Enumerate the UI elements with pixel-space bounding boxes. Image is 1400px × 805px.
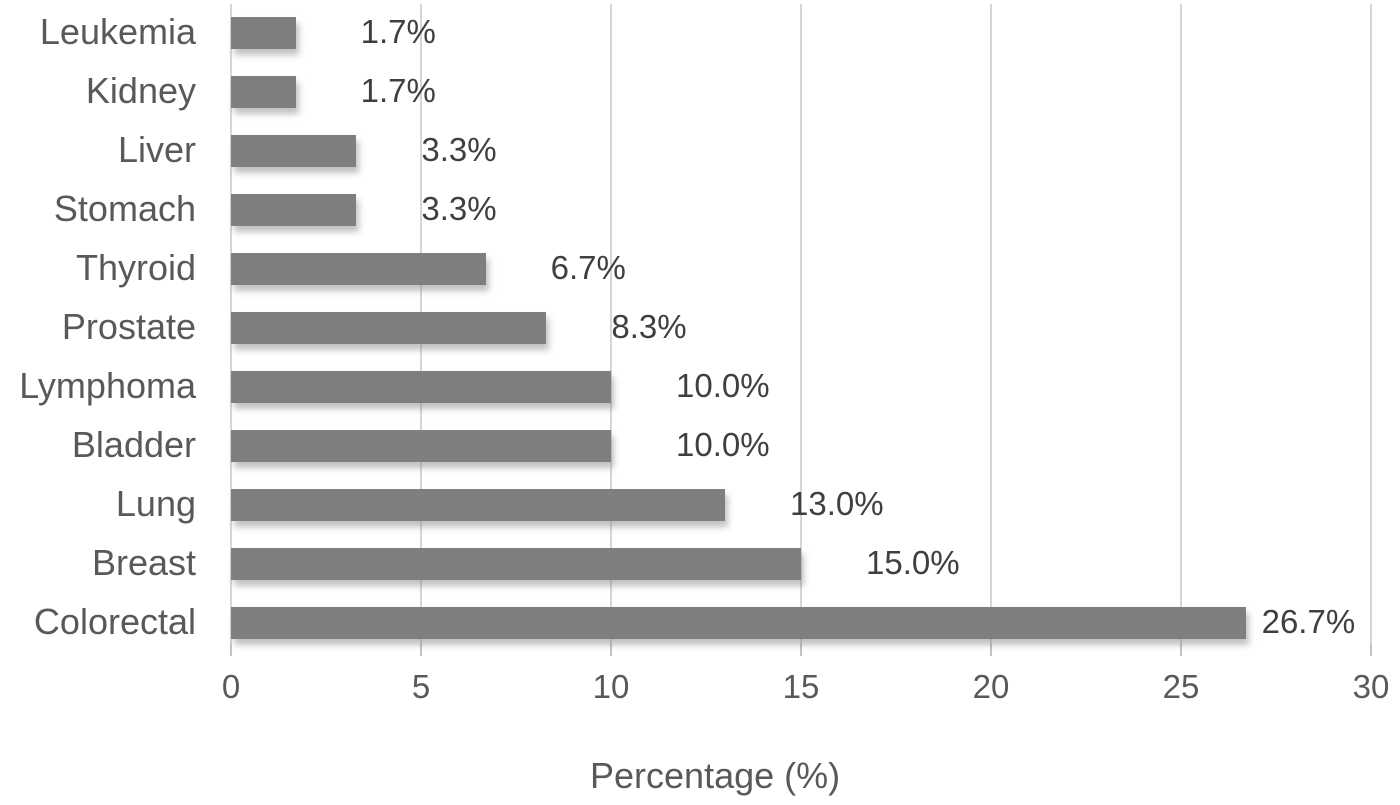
data-label: 6.7% <box>550 249 626 287</box>
axis-tick <box>420 644 422 656</box>
data-label: 15.0% <box>866 543 960 581</box>
gridline <box>610 4 612 644</box>
bar <box>231 312 547 344</box>
axis-tick <box>1370 644 1372 656</box>
data-label: 13.0% <box>790 484 884 522</box>
gridline <box>1180 4 1182 644</box>
category-label: Lung <box>115 482 196 524</box>
category-label: Stomach <box>53 188 196 230</box>
gridline <box>800 4 802 644</box>
data-label: 10.0% <box>676 366 770 404</box>
data-label: 10.0% <box>676 425 770 463</box>
category-label: Bladder <box>71 423 196 465</box>
axis-tick <box>800 644 802 656</box>
category-label: Prostate <box>61 306 196 347</box>
bar <box>231 135 357 168</box>
data-label: 1.7% <box>360 72 436 110</box>
category-label: Liver <box>117 129 196 171</box>
bar <box>231 17 296 50</box>
axis-tick <box>610 644 612 656</box>
axis-tick <box>990 644 992 656</box>
category-label: Leukemia <box>39 11 196 53</box>
category-label: Thyroid <box>75 247 196 289</box>
x-tick-label: 0 <box>221 668 241 705</box>
gridline <box>990 4 992 644</box>
data-label: 8.3% <box>611 308 687 345</box>
bar <box>231 606 1246 639</box>
bar <box>231 429 611 462</box>
bar <box>231 76 296 109</box>
data-label: 3.3% <box>421 131 497 169</box>
category-label: Lymphoma <box>19 364 196 406</box>
x-tick-label: 10 <box>592 668 630 705</box>
bar <box>231 488 725 521</box>
gridline <box>1370 4 1372 644</box>
x-axis-title: Percentage (%) <box>590 755 841 796</box>
bar <box>231 547 801 580</box>
data-label: 1.7% <box>360 13 436 51</box>
axis-tick <box>1180 644 1182 656</box>
category-label: Breast <box>91 541 196 583</box>
bar <box>231 370 611 403</box>
x-tick-label: 15 <box>782 668 820 705</box>
data-label: 26.7% <box>1261 602 1356 640</box>
x-tick-label: 5 <box>411 668 431 705</box>
x-tick-label: 25 <box>1162 668 1200 705</box>
bar <box>231 194 357 227</box>
data-label: 3.3% <box>421 190 497 228</box>
x-tick-label: 20 <box>972 668 1010 705</box>
category-label: Colorectal <box>33 600 196 642</box>
x-tick-label: 30 <box>1352 668 1390 705</box>
category-label: Kidney <box>85 70 196 112</box>
bar <box>231 253 486 286</box>
axis-tick <box>230 644 232 656</box>
